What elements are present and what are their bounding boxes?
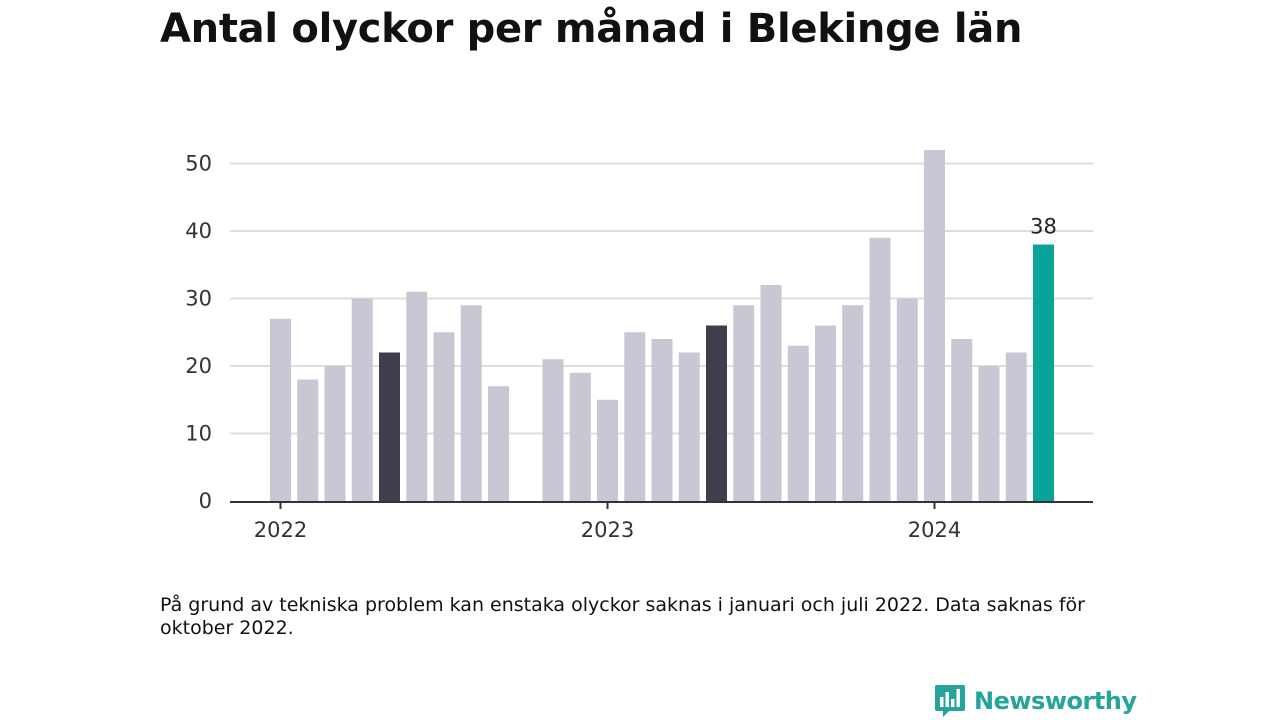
y-tick-label: 20 [185, 354, 212, 378]
bar-2022-03 [324, 366, 346, 501]
newsworthy-logo-icon [935, 685, 965, 717]
data-label: 38 [1030, 215, 1057, 239]
bar-2023-02 [624, 332, 646, 501]
bar-2023-11 [869, 237, 891, 501]
bar-2024-04 [1005, 352, 1027, 501]
x-axis: 2022 2023 2024 [230, 501, 1093, 542]
bar-2022-05 [379, 352, 400, 501]
brand-logo: Newsworthy [934, 683, 1137, 719]
y-tick-label: 0 [199, 489, 212, 513]
x-tick-label: 2023 [581, 518, 634, 542]
bar-2022-02 [297, 379, 319, 501]
y-tick-label: 50 [185, 152, 212, 176]
brand-name: Newsworthy [974, 687, 1137, 715]
bar-2022-07 [433, 332, 455, 501]
bar-chart: 0 10 20 30 40 50 38 2022 2023 2024 [185, 150, 1093, 542]
bar-2022-09 [488, 386, 509, 501]
bar-2024-03 [978, 366, 1000, 501]
bar-2024-01 [924, 150, 945, 501]
bar-2022-11 [542, 359, 564, 501]
bar-2022-01 [270, 318, 291, 501]
footnote: På grund av tekniska problem kan enstaka… [160, 594, 1085, 639]
bar-2022-08 [460, 305, 482, 501]
bar-2022-04 [351, 298, 373, 501]
bar-2023-12 [896, 298, 918, 501]
bars [270, 150, 1054, 501]
bar-2023-04 [678, 352, 700, 501]
y-axis-tick-labels: 0 10 20 30 40 50 [185, 152, 212, 514]
x-tick-label: 2022 [254, 518, 307, 542]
bar-2023-07 [760, 285, 782, 501]
bar-2023-09 [815, 325, 836, 501]
bar-2022-06 [406, 291, 428, 501]
y-tick-label: 10 [185, 422, 212, 446]
data-labels: 38 [1030, 215, 1057, 239]
bar-2023-10 [842, 305, 864, 501]
bar-2023-06 [733, 305, 755, 501]
y-tick-label: 30 [185, 287, 212, 311]
bar-2024-02 [951, 339, 973, 501]
chart-title: Antal olyckor per månad i Blekinge län [160, 6, 1023, 52]
y-tick-label: 40 [185, 219, 212, 243]
bar-2023-08 [787, 345, 809, 501]
bar-2023-03 [651, 339, 673, 501]
bar-2024-05 [1033, 244, 1054, 501]
bar-2023-05 [706, 325, 727, 501]
bar-2023-01 [597, 399, 618, 501]
bar-2022-12 [569, 372, 591, 501]
x-tick-label: 2024 [908, 518, 961, 542]
